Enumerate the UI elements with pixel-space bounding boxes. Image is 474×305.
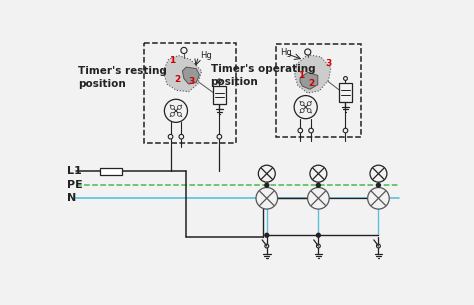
- Circle shape: [301, 109, 304, 113]
- Bar: [144, 43, 236, 143]
- Circle shape: [258, 165, 275, 182]
- Circle shape: [368, 188, 389, 209]
- Circle shape: [179, 135, 183, 139]
- Circle shape: [305, 49, 311, 55]
- Circle shape: [370, 165, 387, 182]
- Text: 3: 3: [189, 77, 195, 86]
- Circle shape: [265, 233, 269, 237]
- Polygon shape: [163, 56, 201, 92]
- Polygon shape: [295, 55, 331, 93]
- Text: Timer's operating
position: Timer's operating position: [210, 63, 315, 87]
- Circle shape: [177, 112, 182, 116]
- Circle shape: [344, 77, 347, 81]
- Circle shape: [171, 106, 174, 109]
- Circle shape: [298, 128, 302, 133]
- Circle shape: [317, 233, 320, 237]
- Circle shape: [317, 244, 320, 248]
- Circle shape: [307, 109, 311, 113]
- Bar: [339, 83, 352, 102]
- Circle shape: [343, 128, 348, 133]
- Text: Hg: Hg: [280, 48, 292, 56]
- Circle shape: [265, 183, 269, 187]
- Circle shape: [307, 102, 311, 106]
- Text: N: N: [66, 193, 76, 203]
- Circle shape: [218, 79, 221, 83]
- Text: L1: L1: [66, 166, 82, 176]
- Text: 3: 3: [326, 59, 332, 68]
- Circle shape: [217, 135, 222, 139]
- Circle shape: [301, 102, 304, 106]
- Circle shape: [256, 188, 278, 209]
- Text: Timer's resting
position: Timer's resting position: [78, 66, 167, 89]
- Bar: [100, 167, 122, 175]
- Circle shape: [310, 165, 327, 182]
- Polygon shape: [182, 67, 200, 84]
- Circle shape: [376, 183, 380, 187]
- Circle shape: [308, 188, 329, 209]
- Circle shape: [171, 112, 174, 116]
- Polygon shape: [300, 72, 318, 89]
- Circle shape: [164, 99, 188, 122]
- Circle shape: [317, 183, 320, 187]
- Text: PE: PE: [66, 180, 82, 190]
- Circle shape: [265, 244, 269, 248]
- Text: 1: 1: [298, 71, 304, 80]
- Circle shape: [376, 244, 380, 248]
- Bar: [213, 86, 226, 104]
- Text: Hg: Hg: [200, 51, 212, 60]
- Circle shape: [177, 106, 182, 109]
- Circle shape: [181, 47, 187, 54]
- Circle shape: [309, 128, 313, 133]
- Text: 1: 1: [169, 56, 175, 65]
- Bar: [276, 44, 361, 137]
- Text: 2: 2: [308, 79, 314, 88]
- Circle shape: [168, 135, 173, 139]
- Text: 2: 2: [175, 76, 181, 84]
- Circle shape: [294, 95, 317, 119]
